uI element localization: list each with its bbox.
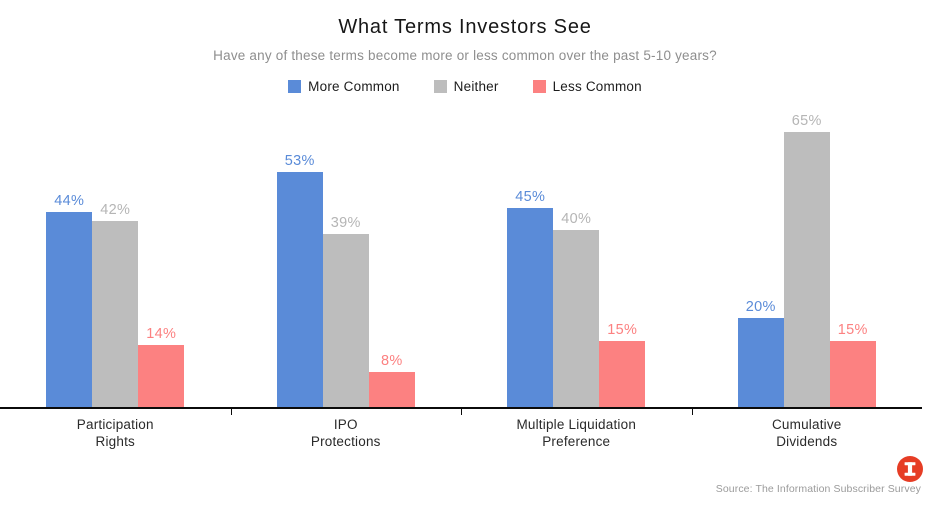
plot-area: 44% 42% 14% 53% 39% 8% 45% 40% 15% 20% 65% 15%: [0, 113, 923, 415]
legend-swatch-icon: [433, 79, 447, 93]
bar-group: 20% 65% 15%: [692, 113, 923, 407]
the-information-logo-icon: [897, 456, 923, 482]
bar: [599, 341, 646, 407]
bar-value-label: 15%: [607, 322, 638, 338]
bar-group: 53% 39% 8%: [231, 113, 462, 407]
legend-label: More Common: [308, 78, 400, 94]
bar-value-label: 8%: [380, 353, 403, 369]
bar-wrap: 14%: [138, 113, 185, 407]
bar-wrap: 45%: [507, 113, 554, 407]
bar: [507, 208, 554, 407]
legend-swatch-icon: [288, 79, 302, 93]
bar-wrap: 53%: [276, 113, 323, 407]
legend-label: Neither: [453, 78, 499, 94]
bar-value-label: 53%: [284, 153, 315, 169]
legend-swatch-icon: [532, 79, 546, 93]
chart-title: What Terms Investors See: [338, 16, 592, 38]
category-label: Cumulative Dividends: [771, 417, 842, 450]
bar-wrap: 42%: [92, 113, 139, 407]
bar: [46, 212, 93, 407]
bar-value-label: 39%: [330, 215, 361, 231]
bar-value-label: 65%: [791, 113, 822, 129]
bar: [368, 372, 415, 407]
bar: [138, 345, 185, 407]
bar-group: 44% 42% 14%: [0, 113, 231, 407]
bar-value-label: 40%: [561, 211, 592, 227]
axis-tick: [230, 407, 232, 415]
bar-wrap: 65%: [783, 113, 830, 407]
bar-wrap: 15%: [599, 113, 646, 407]
bar-wrap: 44%: [46, 113, 93, 407]
bar: [322, 234, 369, 407]
bar-value-label: 15%: [837, 322, 868, 338]
category-label: Participation Rights: [76, 417, 154, 450]
category-labels: Participation Rights IPO Protections Multi…: [0, 409, 922, 451]
bar-wrap: 20%: [737, 113, 784, 407]
category-label: IPO Protections: [310, 417, 381, 450]
axis-tick: [691, 407, 693, 415]
legend-item: More Common: [288, 79, 399, 94]
bar-value-label: 45%: [515, 189, 546, 205]
plot-wrap: 44% 42% 14% 53% 39% 8% 45% 40% 15% 20% 65% 15% Part…: [0, 113, 922, 451]
bar: [92, 221, 139, 407]
axis-tick: [461, 407, 462, 415]
bar: [829, 341, 876, 407]
legend-item: Less Common: [532, 78, 642, 94]
bar-value-label: 14%: [146, 326, 177, 342]
legend-label: Less Common: [552, 78, 642, 94]
bar: [737, 318, 784, 407]
bar-value-label: 20%: [745, 299, 776, 315]
chart-subtitle: Have any of these terms become more or l…: [213, 48, 717, 63]
bar-wrap: 15%: [829, 113, 876, 407]
legend-item: Neither: [433, 78, 499, 94]
category-label: Multiple Liquidation Preference: [516, 417, 637, 450]
bar-value-label: 42%: [100, 202, 131, 218]
legend: More Common Neither Less Common: [0, 78, 930, 94]
bar: [783, 132, 830, 407]
bar-wrap: 8%: [368, 113, 415, 407]
bar-wrap: 40%: [553, 113, 600, 407]
bar-group: 45% 40% 15%: [461, 113, 692, 407]
source-note: Source: The Information Subscriber Surve…: [715, 483, 921, 495]
bar-value-label: 44%: [54, 193, 85, 209]
bar: [276, 172, 323, 407]
bar-wrap: 39%: [322, 113, 369, 407]
bar: [553, 230, 600, 407]
